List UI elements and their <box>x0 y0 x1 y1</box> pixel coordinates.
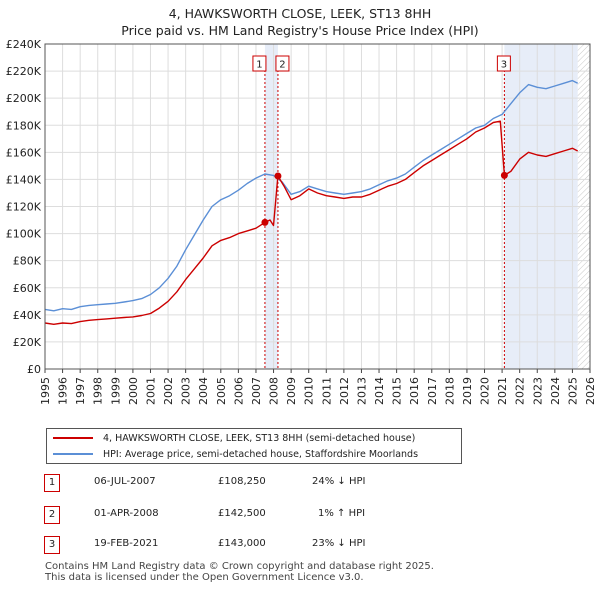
price-chart: £0 £20K £40K £60K £80K £100K £120K £140K £160K £1… <box>6 38 597 405</box>
chart-title: 4, HAWKSWORTH CLOSE, LEEK, ST13 8HH <box>168 6 432 21</box>
transaction-price: £142,500 <box>218 508 266 519</box>
transaction-date: 06-JUL-2007 <box>94 476 156 487</box>
y-tick-label: £180K <box>6 119 42 132</box>
x-tick-label: 2007 <box>250 377 263 405</box>
legend-label-hpi: HPI: Average price, semi-detached house,… <box>103 448 419 460</box>
transaction-number: 2 <box>279 60 285 71</box>
legend-item-property: 4, HAWKSWORTH CLOSE, LEEK, ST13 8HH (sem… <box>53 431 415 445</box>
x-tick-label: 2005 <box>215 377 228 405</box>
x-tick-label: 2013 <box>355 377 368 405</box>
plot-frame <box>44 43 591 370</box>
transaction-date: 01-APR-2008 <box>94 508 159 519</box>
table-row: 3 19-FEB-2021 £143,000 23% ↓ HPI <box>40 536 580 554</box>
transaction-price: £143,000 <box>218 538 266 549</box>
x-tick-label: 2025 <box>566 377 579 405</box>
x-tick-label: 1999 <box>109 377 122 405</box>
transaction-point <box>500 171 508 179</box>
legend-label-property: 4, HAWKSWORTH CLOSE, LEEK, ST13 8HH (sem… <box>103 432 416 444</box>
legend-swatch-hpi <box>53 453 93 455</box>
x-tick-label: 1998 <box>92 377 105 405</box>
transaction-hpi-change: 24% ↓ HPI <box>312 476 366 487</box>
x-tick-label: 2010 <box>303 377 316 405</box>
x-tick-label: 1997 <box>74 377 87 405</box>
x-tick-label: 2023 <box>531 377 544 405</box>
transaction-marker-badge: 1 <box>44 474 60 492</box>
x-tick-label: 1995 <box>39 377 52 405</box>
transaction-date: 19-FEB-2021 <box>94 538 159 549</box>
transaction-box <box>496 55 511 72</box>
x-tick-label: 2011 <box>320 377 333 405</box>
x-tick-label: 2001 <box>144 377 157 405</box>
y-tick-label: £100K <box>6 228 42 241</box>
y-tick-label: £20K <box>13 336 42 349</box>
x-tick-label: 2000 <box>127 377 140 405</box>
x-tick-label: 2026 <box>584 377 597 405</box>
y-tick-label: £120K <box>6 201 42 214</box>
x-tick-label: 2024 <box>549 377 562 405</box>
y-tick-label: £200K <box>6 92 42 105</box>
x-tick-label: 2018 <box>443 377 456 405</box>
transaction-number: 3 <box>501 60 507 71</box>
x-tick-label: 2015 <box>391 377 404 405</box>
transaction-point <box>274 172 282 180</box>
x-tick-label: 2006 <box>232 377 245 405</box>
series-line <box>44 120 579 325</box>
x-tick-label: 2008 <box>268 377 281 405</box>
series-line <box>44 79 579 312</box>
transaction-box <box>252 55 267 72</box>
y-tick-label: £160K <box>6 146 42 159</box>
footer: Contains HM Land Registry data © Crown c… <box>45 561 434 583</box>
footer-licence: This data is licensed under the Open Gov… <box>45 572 364 583</box>
transaction-point <box>261 218 269 226</box>
legend: 4, HAWKSWORTH CLOSE, LEEK, ST13 8HH (sem… <box>46 428 462 464</box>
legend-swatch-property <box>53 437 93 439</box>
x-tick-label: 2009 <box>285 377 298 405</box>
x-tick-label: 2016 <box>408 377 421 405</box>
y-tick-label: £140K <box>6 173 42 186</box>
x-tick-label: 2017 <box>426 377 439 405</box>
x-tick-label: 2020 <box>479 377 492 405</box>
y-tick-label: £220K <box>6 65 42 78</box>
transaction-price: £108,250 <box>218 476 266 487</box>
y-tick-label: £0 <box>27 363 41 376</box>
table-row: 1 06-JUL-2007 £108,250 24% ↓ HPI <box>40 474 580 492</box>
transaction-marker-badge: 3 <box>44 536 60 554</box>
chart-subtitle: Price paid vs. HM Land Registry's House … <box>121 23 479 38</box>
y-tick-label: £80K <box>13 255 42 268</box>
transaction-hpi-change: 23% ↓ HPI <box>312 538 366 549</box>
x-tick-label: 2002 <box>162 377 175 405</box>
x-tick-label: 2003 <box>180 377 193 405</box>
footer-copyright: Contains HM Land Registry data © Crown c… <box>45 561 434 572</box>
y-tick-label: £240K <box>6 38 42 51</box>
transaction-marker-badge: 2 <box>44 506 60 524</box>
x-tick-label: 2019 <box>461 377 474 405</box>
y-tick-label: £60K <box>13 282 42 295</box>
x-tick-label: 2012 <box>338 377 351 405</box>
x-tick-label: 2021 <box>496 377 509 405</box>
x-tick-label: 2004 <box>197 377 210 405</box>
table-row: 2 01-APR-2008 £142,500 1% ↑ HPI <box>40 506 580 524</box>
y-tick-label: £40K <box>13 309 42 322</box>
x-tick-label: 2014 <box>373 377 386 405</box>
x-tick-label: 1996 <box>57 377 70 405</box>
transaction-box <box>275 55 290 72</box>
legend-item-hpi: HPI: Average price, semi-detached house,… <box>53 447 418 461</box>
transaction-hpi-change: 1% ↑ HPI <box>318 508 366 519</box>
x-tick-label: 2022 <box>514 377 527 405</box>
transaction-number: 1 <box>256 60 262 71</box>
